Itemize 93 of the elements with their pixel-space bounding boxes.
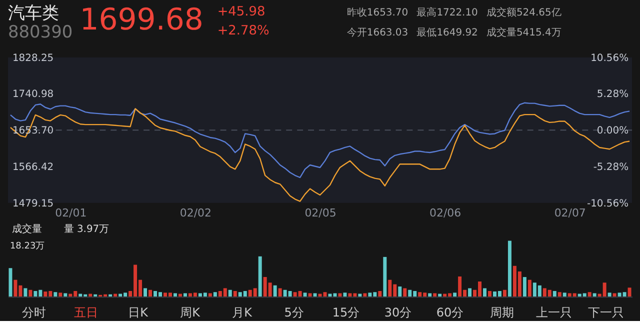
bar	[308, 293, 312, 297]
y2-tick-label: 0.00%	[596, 126, 629, 137]
bar	[502, 290, 506, 297]
bar	[438, 294, 442, 297]
text: 5分	[284, 306, 304, 320]
bar	[108, 294, 112, 297]
text: 最低1649.92	[416, 27, 478, 38]
text: 分时	[22, 306, 46, 320]
bar	[483, 288, 486, 297]
bar	[144, 288, 148, 297]
bar	[552, 290, 556, 297]
bar	[173, 293, 177, 297]
bar	[522, 277, 526, 297]
bar	[378, 290, 382, 297]
text: 周K	[180, 306, 202, 320]
y2-tick-label: -10.56%	[586, 198, 629, 210]
bar	[278, 288, 282, 297]
text: 周期	[490, 306, 514, 320]
y-tick-label: 1566.42	[12, 162, 54, 173]
bar	[58, 292, 62, 297]
bar	[233, 290, 237, 297]
text: 五日	[74, 306, 98, 320]
text: 今开1663.03	[346, 26, 408, 38]
x-tick-label: 02/07	[554, 206, 586, 220]
bar	[303, 292, 307, 297]
x-tick-label: 02/05	[304, 206, 336, 220]
bar	[488, 290, 492, 297]
bar	[8, 268, 12, 297]
bar	[24, 288, 28, 297]
bar	[508, 240, 512, 297]
bar	[28, 290, 32, 297]
bar	[562, 292, 566, 297]
bar	[273, 285, 277, 297]
bar	[398, 286, 402, 297]
y2-tick-label: 5.28%	[596, 89, 629, 100]
text: 月K	[232, 306, 254, 320]
y-tick-label: 1828.25	[12, 52, 54, 64]
text: 下一只	[588, 306, 624, 320]
text: 日K	[128, 306, 150, 320]
bar	[258, 256, 262, 297]
bar	[628, 288, 632, 297]
bar	[558, 292, 562, 297]
bar	[88, 294, 92, 297]
chart-subtitle: 880390	[8, 21, 73, 42]
text: 1699.68	[80, 2, 204, 38]
bar	[313, 293, 317, 297]
bar	[428, 293, 432, 297]
text: 昨收1653.70	[346, 6, 408, 18]
bar	[528, 280, 532, 297]
bar	[468, 288, 472, 297]
y2-tick-label: -5.28%	[593, 162, 629, 173]
text: 30分	[384, 306, 412, 320]
bar	[148, 290, 152, 297]
text: 成交量	[12, 222, 42, 235]
bar	[208, 293, 212, 297]
bar	[453, 292, 457, 297]
text: 量 3.97万	[64, 224, 110, 235]
text: 最高1722.10	[416, 6, 478, 18]
bar	[592, 293, 596, 297]
bar	[403, 288, 407, 297]
text: 15分	[332, 306, 360, 320]
bar	[338, 293, 342, 297]
line-series	[10, 102, 630, 178]
y-tick-label: 1479.15	[12, 198, 54, 210]
y2-tick-label: 10.56%	[590, 52, 629, 64]
text: +2.78%	[217, 23, 270, 38]
text: 60分	[436, 306, 464, 320]
bar	[383, 256, 387, 297]
bar	[358, 294, 362, 297]
x-tick-label: 02/06	[430, 206, 462, 220]
bar	[588, 292, 592, 297]
text: 成交量5415.4万	[486, 26, 562, 38]
bar	[612, 293, 616, 297]
bar	[608, 292, 612, 297]
text: +45.98	[217, 4, 266, 20]
bar	[64, 293, 68, 297]
bar	[183, 293, 187, 297]
text: 上一只	[536, 306, 572, 320]
bar	[94, 294, 98, 297]
bar	[178, 294, 182, 297]
bar	[213, 292, 217, 297]
bar	[343, 292, 347, 297]
chart-title: 汽车类	[8, 2, 59, 22]
bar	[433, 293, 437, 297]
bar	[54, 292, 58, 297]
bar	[228, 290, 232, 297]
x-tick-label: 02/02	[180, 206, 212, 220]
bar	[114, 294, 118, 297]
y-tick-label: 1740.98	[12, 89, 54, 100]
x-tick-label: 02/01	[55, 206, 87, 220]
bar	[363, 293, 367, 297]
text: 成交额524.65亿	[486, 6, 562, 18]
annotation: 18.23万	[10, 242, 45, 252]
